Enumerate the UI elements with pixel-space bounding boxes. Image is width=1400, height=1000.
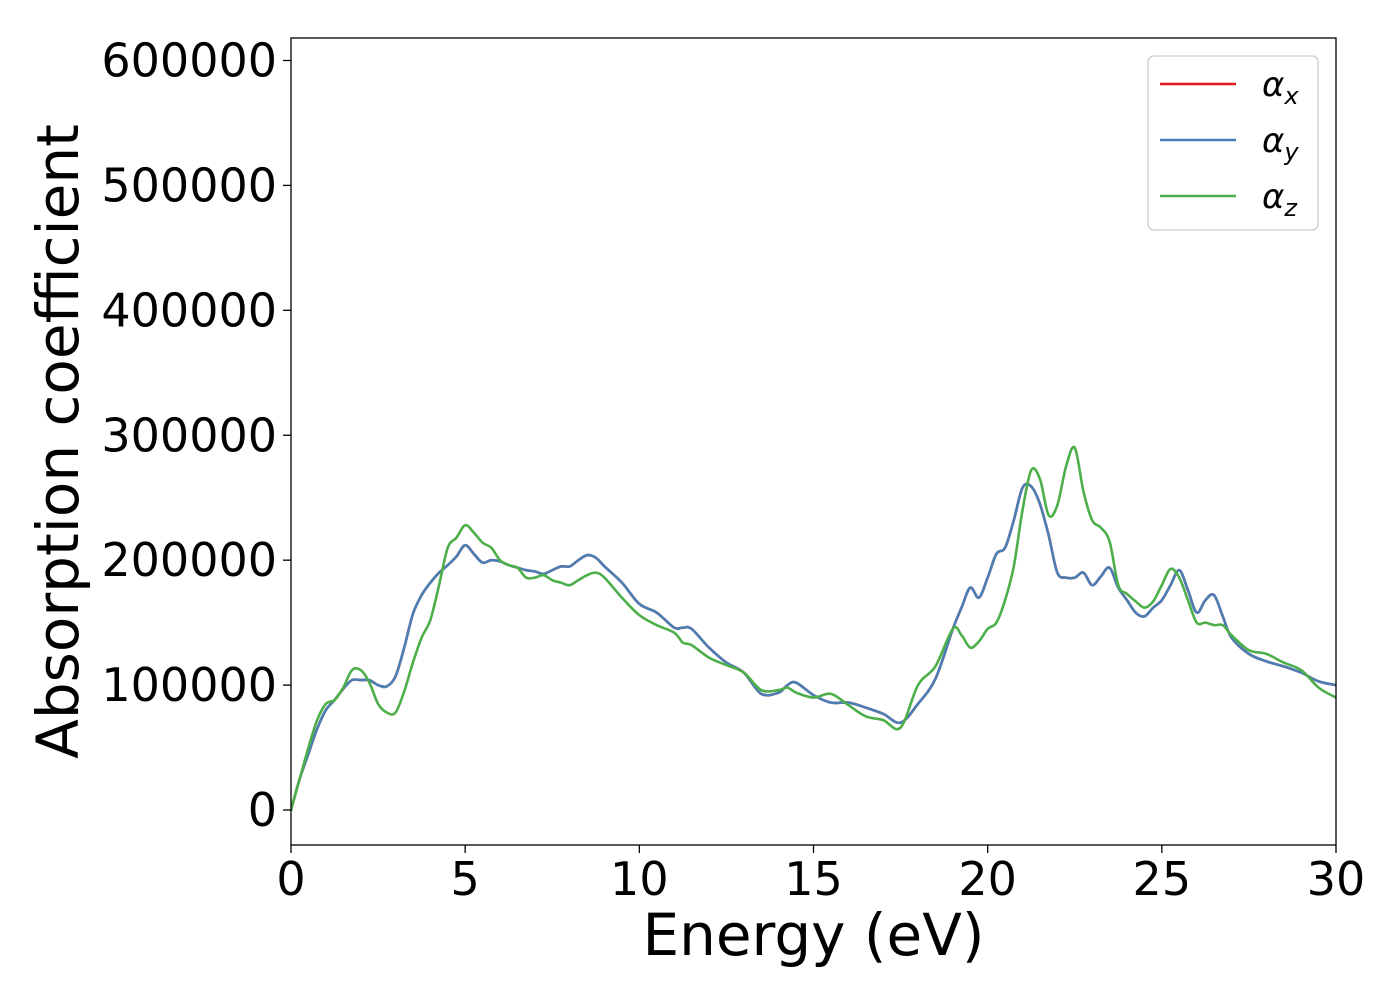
legend-subscript: y [1283, 138, 1299, 166]
x-axis-ticks: 0 5 10 15 20 25 30 [276, 845, 1365, 906]
legend-symbol: α [1262, 177, 1284, 217]
y-axis-ticks: 0 100000 200000 300000 400000 500000 600000 [101, 33, 291, 837]
legend-label-alpha-z: αz [1262, 177, 1298, 222]
legend-frame [1147, 55, 1319, 231]
y-tick-label: 200000 [101, 533, 277, 587]
y-tick-label: 0 [248, 783, 277, 837]
x-tick-label: 5 [451, 852, 480, 906]
x-tick-label: 0 [276, 852, 305, 906]
x-tick-label: 15 [784, 852, 843, 906]
x-tick-label: 30 [1307, 852, 1366, 906]
y-axis-title: Absorption coefficient [24, 124, 92, 759]
series-line-alpha-z [291, 445, 1336, 812]
series-line-alpha-y [291, 482, 1336, 812]
x-tick-label: 20 [958, 852, 1017, 906]
y-tick-label: 300000 [101, 408, 277, 462]
x-tick-label: 25 [1133, 852, 1192, 906]
legend-subscript: x [1283, 82, 1299, 110]
legend-label-alpha-y: αy [1262, 121, 1299, 166]
series-layer [291, 445, 1336, 812]
y-tick-label: 400000 [101, 283, 277, 337]
legend-symbol: α [1262, 65, 1284, 105]
legend-subscript: z [1283, 194, 1298, 222]
x-tick-label: 10 [610, 852, 669, 906]
legend-symbol: α [1262, 121, 1284, 161]
y-tick-label: 600000 [101, 33, 277, 87]
legend-label-alpha-x: αx [1262, 65, 1299, 110]
y-tick-label: 100000 [101, 658, 277, 712]
x-axis-title: Energy (eV) [642, 901, 984, 969]
y-tick-label: 500000 [101, 158, 277, 212]
